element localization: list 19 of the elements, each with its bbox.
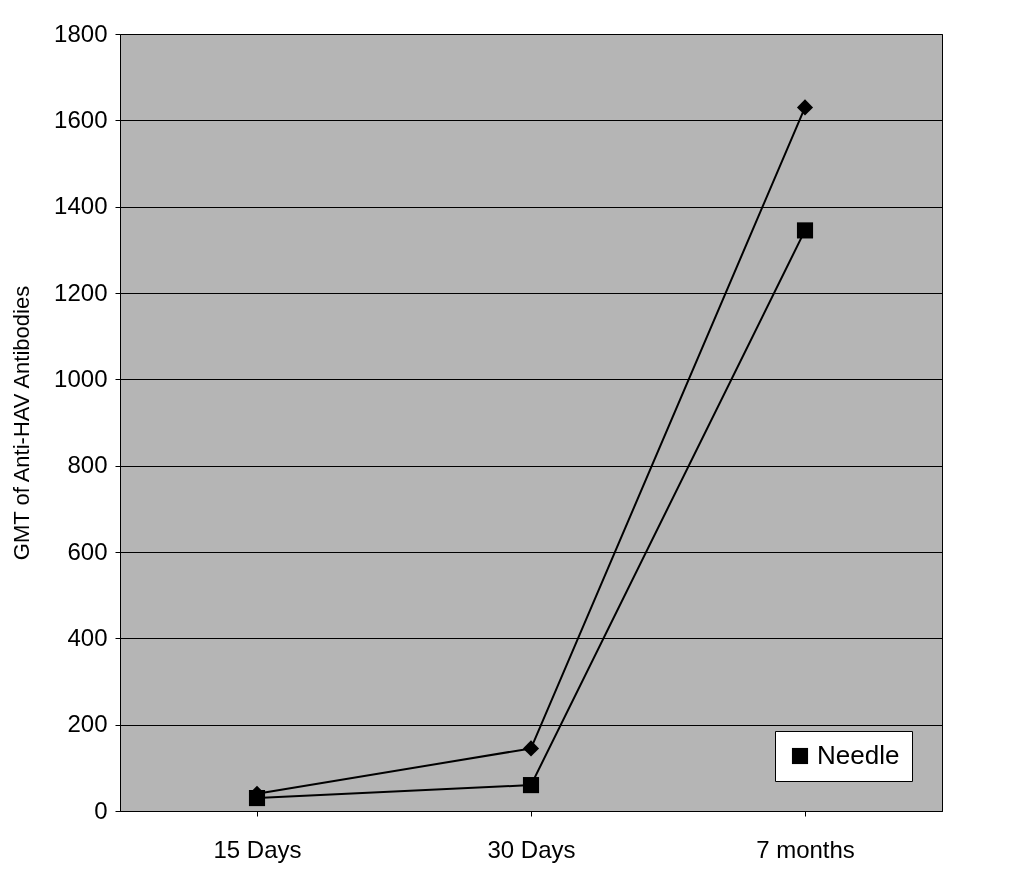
point xyxy=(522,777,540,794)
x-tick-label: 15 Days xyxy=(213,835,302,863)
y-tick-label: 1200 xyxy=(54,278,108,306)
legend-label: Needle xyxy=(817,740,900,770)
y-tick-label: 200 xyxy=(67,710,108,738)
y-tick-label: 0 xyxy=(94,796,108,824)
y-tick-label: 600 xyxy=(67,537,108,565)
y-axis-title: GMT of Anti-HAV Antibodies xyxy=(9,285,35,561)
y-tick-label: 1800 xyxy=(54,19,108,47)
y-tick-label: 1600 xyxy=(54,105,108,133)
point xyxy=(796,222,814,239)
point xyxy=(522,740,540,757)
point xyxy=(796,99,814,116)
y-tick-label: 800 xyxy=(67,451,108,479)
y-tick-label: 1000 xyxy=(54,364,108,392)
y-tick-label: 400 xyxy=(67,623,108,651)
x-tick-label: 7 months xyxy=(756,835,855,863)
y-tick-label: 1400 xyxy=(54,192,108,220)
x-tick-label: 30 Days xyxy=(487,835,576,863)
